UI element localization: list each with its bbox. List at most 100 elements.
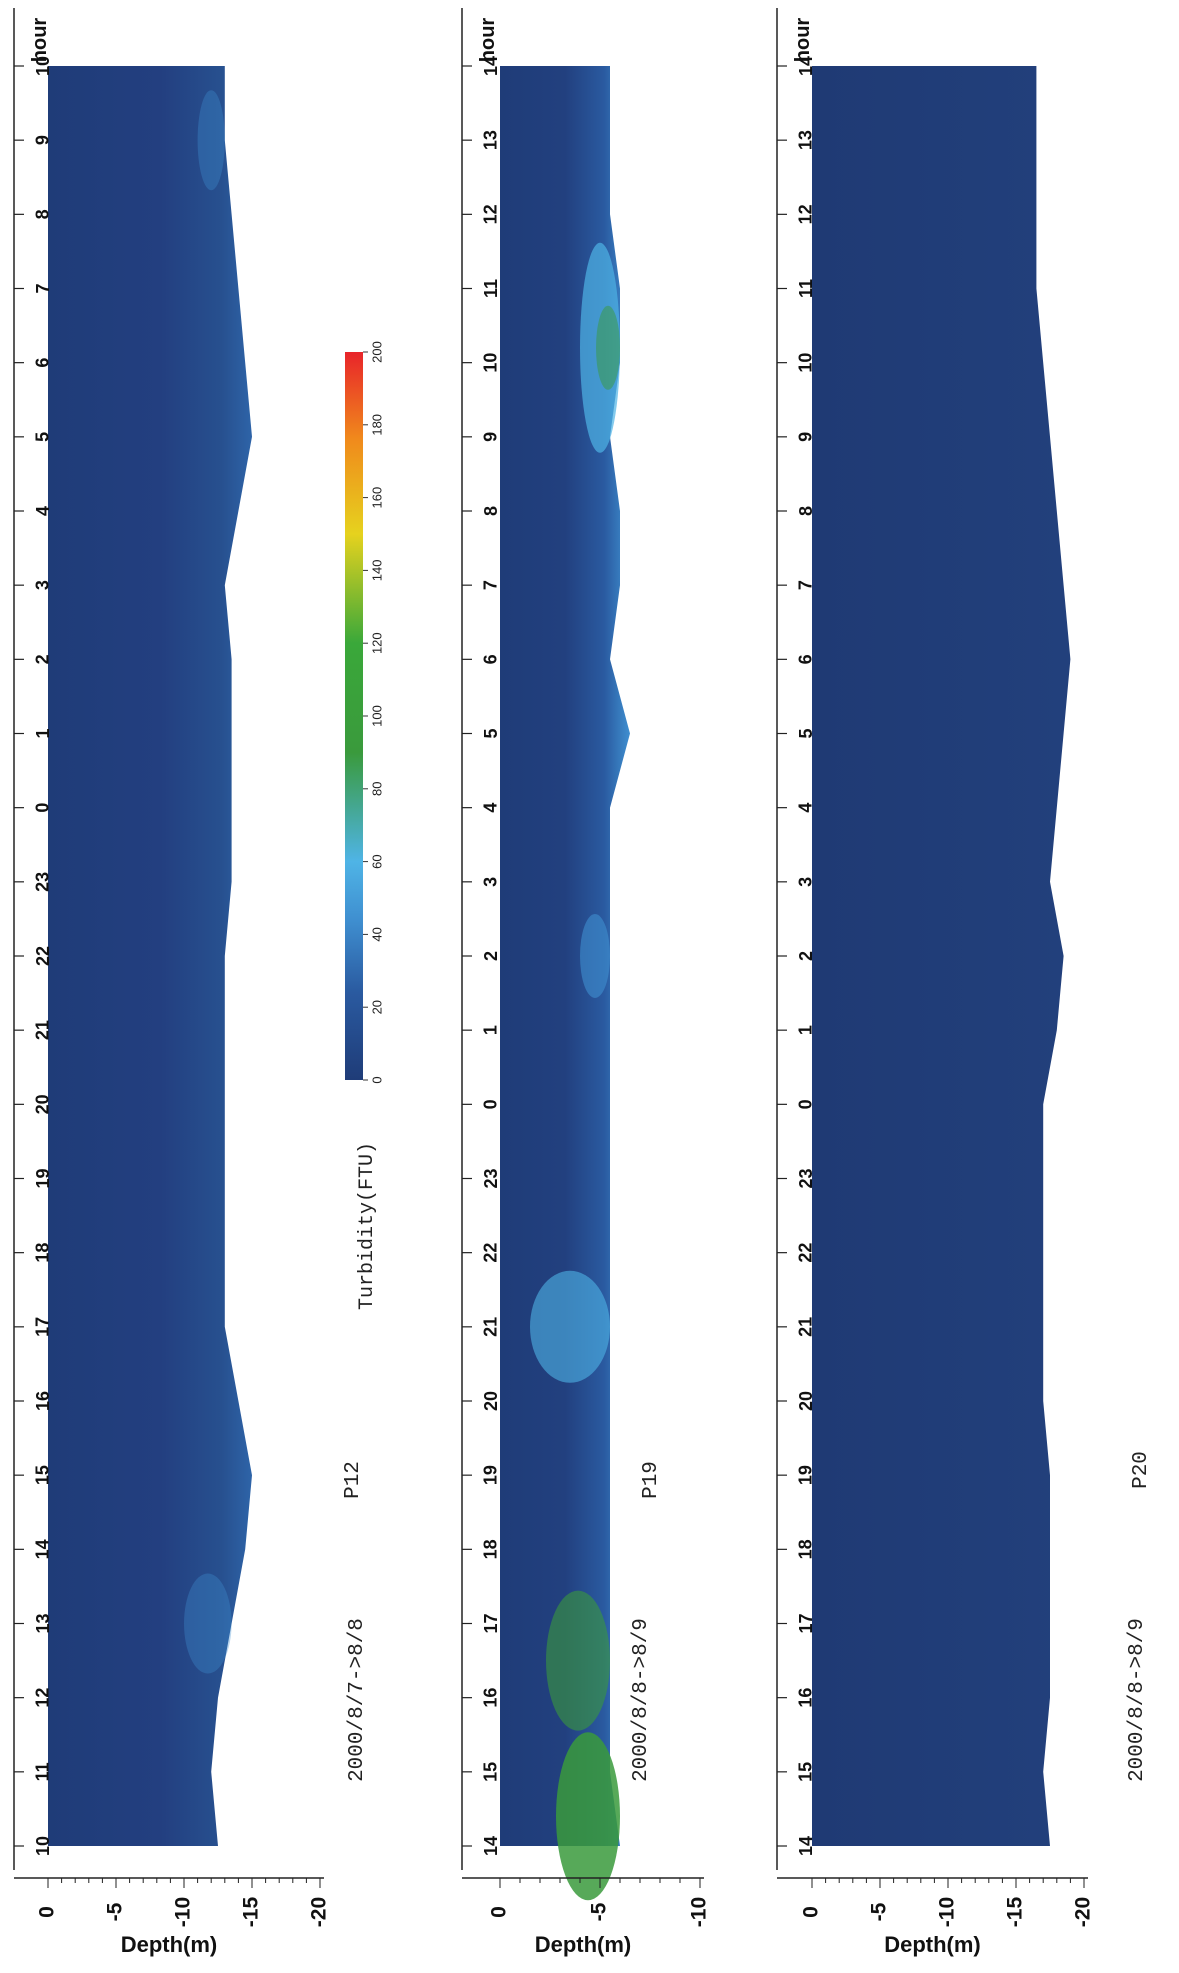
hour-tick-label: 17	[481, 1613, 501, 1633]
hour-axis-label: hour	[477, 18, 499, 63]
hour-tick-label: 14	[796, 1836, 816, 1856]
colorbar-label: Turbidity(FTU)	[356, 1142, 379, 1310]
hour-tick-label: 7	[481, 580, 501, 590]
hour-tick-label: 5	[796, 728, 816, 738]
hour-tick-label: 15	[33, 1465, 53, 1485]
depth-axis-label: Depth(m)	[121, 1932, 218, 1957]
hour-tick-label: 0	[481, 1099, 501, 1109]
hour-tick-label: 3	[481, 877, 501, 887]
colorbar-tick-label: 140	[369, 560, 384, 582]
hour-tick-label: 22	[481, 1243, 501, 1263]
hour-tick-label: 12	[33, 1688, 53, 1708]
hour-tick-label: 8	[796, 506, 816, 516]
hour-tick-label: 9	[481, 432, 501, 442]
period-label: 2000/8/8->8/9	[1126, 1618, 1149, 1782]
hour-tick-label: 20	[33, 1094, 53, 1114]
hour-tick-label: 10	[33, 56, 53, 76]
hour-tick-label: 6	[33, 358, 53, 368]
hour-tick-label: 5	[33, 432, 53, 442]
turbidity-patch	[530, 1270, 610, 1383]
depth-tick-label: -10	[936, 1897, 959, 1927]
hour-tick-label: 1	[33, 728, 53, 738]
hour-tick-label: 2	[481, 951, 501, 961]
hour-tick-label: 10	[33, 1836, 53, 1856]
hour-tick-label: 12	[481, 204, 501, 224]
hour-tick-label: 21	[481, 1317, 501, 1337]
turbidity-patch	[580, 914, 610, 998]
depth-tick-label: 0	[36, 1906, 59, 1918]
colorbar-tick-label: 100	[369, 705, 384, 727]
hour-tick-label: 23	[796, 1168, 816, 1188]
hour-tick-label: 1	[796, 1025, 816, 1035]
hour-tick-label: 3	[796, 877, 816, 887]
hour-tick-label: 5	[481, 728, 501, 738]
turbidity-patch	[184, 1573, 232, 1674]
hour-tick-label: 18	[796, 1539, 816, 1559]
hour-tick-label: 15	[796, 1762, 816, 1782]
panel-p19: 1415161718192021222301234567891011121314…	[461, 8, 711, 1957]
colorbar: 0 20 40 60 80 100 120 140 160 180 200 Turbidity(FT…	[345, 341, 384, 1310]
hour-tick-label: 19	[33, 1168, 53, 1188]
turbidity-patch	[556, 1732, 620, 1901]
hour-tick-label: 23	[481, 1168, 501, 1188]
heatmap-p12	[48, 66, 252, 1846]
hour-tick-label: 10	[481, 353, 501, 373]
depth-tick-label: -15	[1004, 1897, 1027, 1928]
hour-tick-label: 16	[481, 1688, 501, 1708]
station-label: P19	[640, 1461, 663, 1499]
hour-tick-label: 4	[796, 803, 816, 813]
period-label: 2000/8/7->8/8	[346, 1618, 369, 1782]
hour-tick-label: 8	[481, 506, 501, 516]
hour-tick-label: 6	[796, 654, 816, 664]
hour-axis-label: hour	[29, 18, 51, 63]
depth-tick-label: 0	[488, 1906, 511, 1918]
hour-tick-label: 11	[33, 1762, 53, 1781]
hour-tick-label: 4	[481, 803, 501, 813]
hour-tick-label: 20	[796, 1391, 816, 1411]
hour-tick-label: 21	[33, 1020, 53, 1040]
hour-tick-label: 15	[481, 1762, 501, 1782]
hour-tick-label: 2	[33, 654, 53, 664]
turbidity-patch	[197, 90, 225, 191]
period-label: 2000/8/8->8/9	[630, 1618, 653, 1782]
depth-tick-label: -10	[172, 1897, 195, 1927]
heatmap-p19	[500, 66, 630, 1846]
hour-tick-label: 14	[33, 1539, 53, 1559]
depth-tick-label: -20	[1072, 1897, 1095, 1927]
hour-tick-label: 11	[481, 279, 501, 298]
hour-tick-label: 1	[481, 1025, 501, 1035]
colorbar-tick-label: 120	[369, 632, 384, 654]
hour-tick-label: 16	[796, 1688, 816, 1708]
depth-tick-label: -10	[688, 1897, 711, 1927]
colorbar-tick-label: 180	[369, 414, 384, 436]
hour-tick-label: 0	[33, 803, 53, 813]
colorbar-tick-label: 80	[369, 782, 384, 796]
hour-tick-label: 7	[796, 580, 816, 590]
hour-tick-label: 13	[796, 130, 816, 150]
depth-tick-label: -15	[240, 1897, 263, 1928]
heatmap-p20	[812, 66, 1071, 1846]
colorbar-ramp	[345, 352, 363, 1080]
hour-tick-label: 16	[33, 1391, 53, 1411]
hour-tick-label: 3	[33, 580, 53, 590]
hour-tick-label: 11	[796, 279, 816, 298]
hour-tick-label: 13	[33, 1613, 53, 1633]
hour-tick-label: 14	[796, 56, 816, 76]
hour-tick-label: 14	[481, 1836, 501, 1856]
hour-tick-label: 20	[481, 1391, 501, 1411]
hour-tick-label: 9	[796, 432, 816, 442]
hour-tick-label: 10	[796, 353, 816, 373]
hour-tick-label: 2	[796, 951, 816, 961]
panel-p12: 1011121314151617181920212223012345678910…	[13, 8, 369, 1957]
hour-tick-label: 6	[481, 654, 501, 664]
depth-tick-label: -5	[588, 1902, 611, 1921]
depth-tick-label: 0	[800, 1906, 823, 1918]
depth-tick-label: -5	[868, 1902, 891, 1921]
turbidity-patch	[546, 1590, 610, 1731]
hour-axis-label: hour	[792, 18, 814, 63]
depth-axis-label: Depth(m)	[535, 1932, 632, 1957]
hour-tick-label: 18	[481, 1539, 501, 1559]
hour-tick-label: 22	[33, 946, 53, 966]
hour-tick-label: 17	[33, 1317, 53, 1337]
